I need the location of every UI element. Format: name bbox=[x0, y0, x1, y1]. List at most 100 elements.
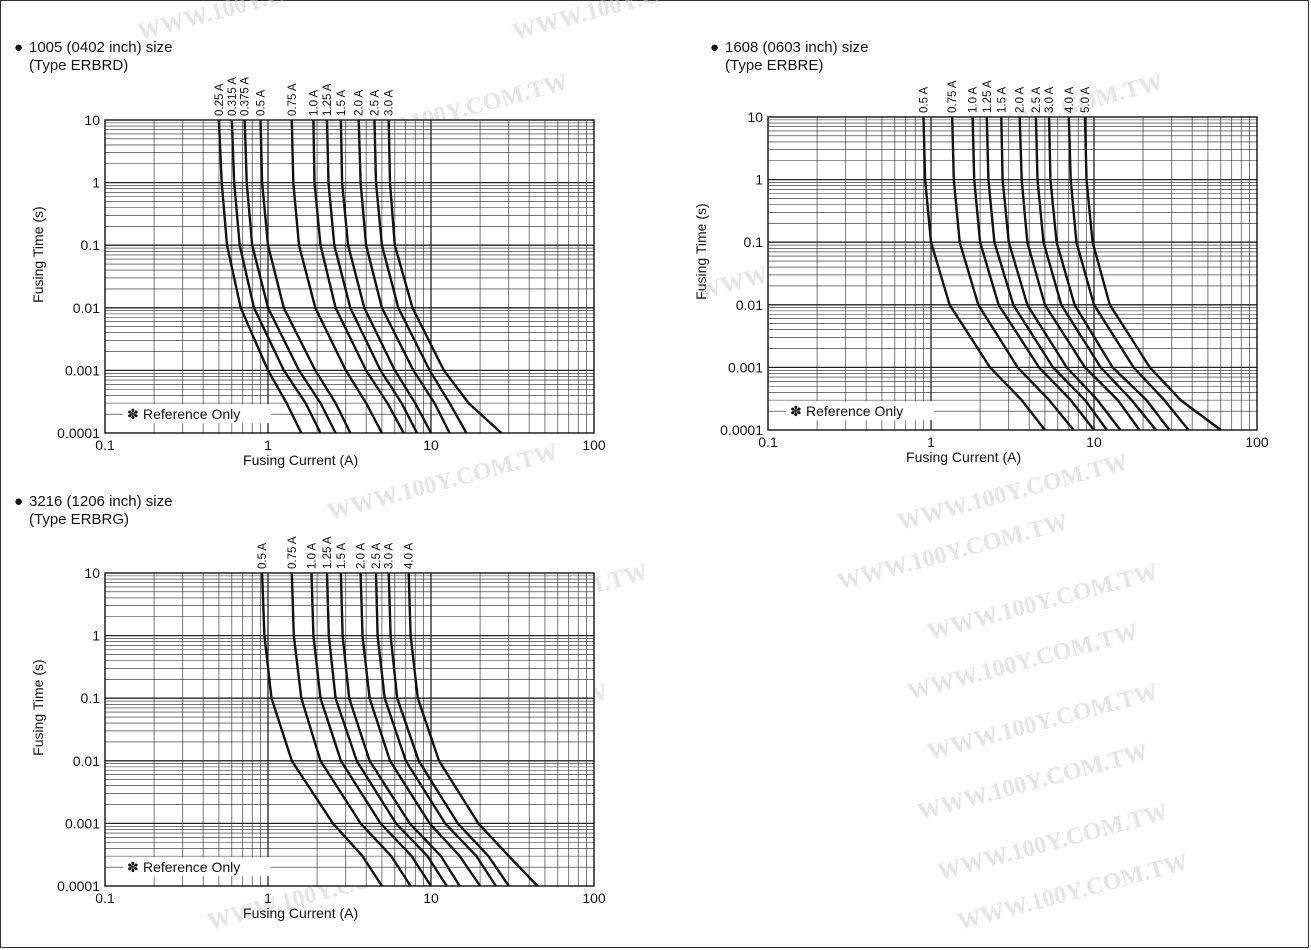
x-tick-label: 1 bbox=[264, 890, 272, 906]
series-label: 0.75 A bbox=[287, 83, 299, 116]
plot-area bbox=[105, 120, 594, 433]
x-axis-label: Fusing Current (A) bbox=[906, 449, 1021, 465]
asterisk-icon: ✽ bbox=[127, 406, 139, 422]
fuse-curve bbox=[922, 116, 1046, 431]
series-label: 1.25 A bbox=[322, 83, 334, 116]
x-tick-label: 0.1 bbox=[95, 890, 115, 906]
chart-title: 3216 (1206 inch) size bbox=[29, 493, 172, 510]
chart-subtitle: (Type ERBRG) bbox=[29, 511, 129, 528]
fuse-curve bbox=[1034, 116, 1157, 431]
series-label: 1.5 A bbox=[336, 89, 348, 116]
fuse-curve bbox=[1000, 116, 1122, 431]
y-tick-label: 0.01 bbox=[73, 300, 100, 316]
series-label: 1.25 A bbox=[322, 536, 334, 569]
chart-subtitle: (Type ERBRE) bbox=[725, 57, 823, 74]
y-tick-label: 0.1 bbox=[744, 234, 764, 250]
fuse-curve bbox=[260, 572, 383, 887]
x-tick-label: 10 bbox=[423, 890, 439, 906]
series-label: 0.5 A bbox=[257, 542, 269, 569]
fuse-curve bbox=[1018, 116, 1141, 431]
y-axis-label: Fusing Time (s) bbox=[30, 659, 46, 755]
series-label: 1.25 A bbox=[982, 80, 994, 113]
y-tick-label: 0.1 bbox=[81, 237, 101, 253]
series-label: 0.375 A bbox=[240, 77, 252, 116]
watermark-text: WWW.100Y.COM.TW bbox=[835, 509, 1071, 596]
fuse-curve bbox=[971, 116, 1095, 431]
title-bullet: ● bbox=[14, 493, 23, 510]
y-tick-label: 0.01 bbox=[736, 297, 763, 313]
chart-panel-2: ● 1608 (0603 inch) size(Type ERBRE)0.1 1 10… bbox=[693, 39, 1269, 465]
fuse-curve bbox=[951, 116, 1075, 431]
y-tick-label: 1 bbox=[92, 175, 100, 191]
fuse-curve bbox=[407, 572, 539, 887]
y-tick-label: 0.1 bbox=[81, 690, 101, 706]
x-tick-label: 10 bbox=[1086, 434, 1102, 450]
fuse-curve bbox=[1083, 116, 1222, 431]
x-axis-label: Fusing Current (A) bbox=[243, 452, 358, 468]
series-label: 1.5 A bbox=[996, 86, 1008, 113]
series-label: 0.75 A bbox=[947, 80, 959, 113]
y-tick-label: 0.001 bbox=[728, 359, 763, 375]
y-tick-label: 0.001 bbox=[65, 362, 100, 378]
fuse-curve bbox=[357, 119, 451, 434]
series-label: 3.0 A bbox=[1044, 86, 1056, 113]
series-label: 2.5 A bbox=[1031, 86, 1043, 113]
asterisk-icon: ✽ bbox=[127, 859, 139, 875]
series-label: 0.75 A bbox=[287, 536, 299, 569]
chart-panel-3: ● 3216 (1206 inch) size(Type ERBRG) 0.1 1 10… bbox=[14, 493, 606, 921]
x-tick-label: 1 bbox=[927, 434, 935, 450]
x-tick-label: 0.1 bbox=[758, 434, 778, 450]
title-bullet: ● bbox=[14, 39, 23, 56]
fuse-curve bbox=[374, 572, 497, 887]
y-tick-label: 0.0001 bbox=[57, 878, 100, 894]
chart-title: 1005 (0402 inch) size bbox=[29, 39, 172, 56]
fuse-curve bbox=[985, 116, 1108, 431]
x-tick-label: 100 bbox=[582, 437, 606, 453]
x-tick-label: 100 bbox=[582, 890, 606, 906]
fuse-curve bbox=[217, 119, 303, 434]
note-box bbox=[786, 401, 934, 421]
series-label: 0.5 A bbox=[919, 86, 931, 113]
y-tick-label: 1 bbox=[755, 172, 763, 188]
series-label: 1.0 A bbox=[307, 542, 319, 569]
y-tick-label: 10 bbox=[747, 109, 763, 125]
fuse-curve bbox=[243, 119, 337, 434]
series-label: 4.0 A bbox=[404, 542, 416, 569]
grid bbox=[768, 117, 1257, 430]
series-label: 0.25 A bbox=[214, 83, 226, 116]
plot-border bbox=[767, 116, 1258, 431]
plot-area bbox=[768, 117, 1257, 430]
reference-note: Reference Only bbox=[143, 406, 240, 422]
series-label: 2.0 A bbox=[1015, 86, 1027, 113]
series-label: 0.5 A bbox=[256, 89, 268, 116]
series-label: 5.0 A bbox=[1080, 86, 1092, 113]
fuse-curve bbox=[339, 119, 433, 434]
y-axis-label: Fusing Time (s) bbox=[693, 203, 709, 299]
fuse-curve bbox=[1047, 116, 1171, 431]
reference-note: Reference Only bbox=[143, 859, 240, 875]
x-tick-label: 0.1 bbox=[95, 437, 115, 453]
y-tick-label: 0.0001 bbox=[720, 422, 763, 438]
fuse-curve bbox=[259, 119, 352, 434]
asterisk-icon: ✽ bbox=[790, 403, 802, 419]
title-bullet: ● bbox=[710, 39, 719, 56]
fuse-curve bbox=[387, 119, 503, 434]
series-label: 0.315 A bbox=[227, 77, 239, 116]
note-box bbox=[123, 404, 271, 424]
series-label: 1.5 A bbox=[336, 542, 348, 569]
fuse-curve bbox=[373, 119, 468, 434]
fuse-curve bbox=[290, 119, 383, 434]
fuse-curve bbox=[325, 119, 419, 434]
plot-border bbox=[104, 572, 595, 887]
chart-title: 1608 (0603 inch) size bbox=[725, 39, 868, 56]
fuse-curve bbox=[359, 572, 482, 887]
y-tick-label: 0.0001 bbox=[57, 425, 100, 441]
fuse-curve bbox=[312, 119, 405, 434]
x-tick-label: 1 bbox=[264, 437, 272, 453]
series-label: 2.5 A bbox=[371, 542, 383, 569]
reference-note: Reference Only bbox=[806, 403, 903, 419]
grid bbox=[105, 120, 594, 433]
x-tick-label: 10 bbox=[423, 437, 439, 453]
